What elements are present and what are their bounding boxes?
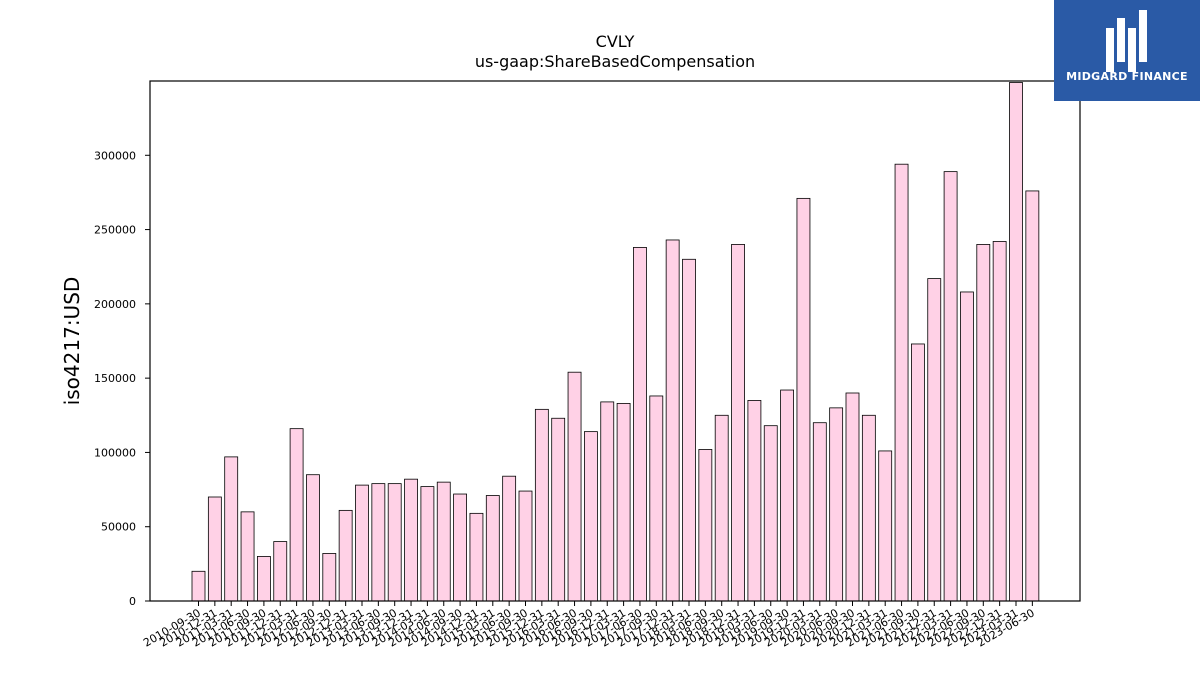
bar <box>796 197 811 602</box>
bar <box>485 495 500 602</box>
bar <box>861 414 876 602</box>
logo-mark-icon <box>1106 10 1147 72</box>
bar <box>453 493 468 602</box>
bar <box>1025 190 1040 602</box>
bar <box>322 553 337 602</box>
bar <box>420 486 435 602</box>
bar <box>960 291 974 602</box>
bar <box>731 244 745 602</box>
bar <box>273 541 288 602</box>
bar <box>387 483 402 602</box>
bar <box>584 431 598 602</box>
bar <box>976 244 991 602</box>
bar <box>567 371 582 602</box>
bar <box>240 511 255 602</box>
bar <box>502 475 517 602</box>
bar <box>224 456 239 602</box>
bar <box>992 241 1007 602</box>
brand-logo: MIDGARD FINANCE <box>1054 0 1200 101</box>
bar <box>1009 82 1023 602</box>
y-tick-label: 200000 <box>94 298 136 311</box>
bar <box>698 449 713 602</box>
bar <box>927 278 942 602</box>
y-tick-label: 0 <box>129 595 136 608</box>
y-tick-label: 150000 <box>94 372 136 385</box>
bar <box>812 422 827 602</box>
y-axis: 0 50000 100000 150000 200000 250000 300000 <box>94 149 150 608</box>
bar <box>682 258 696 602</box>
bar <box>829 407 844 602</box>
bar <box>469 512 484 602</box>
bar <box>256 556 271 602</box>
y-tick-label: 300000 <box>94 149 136 162</box>
y-tick-label: 250000 <box>94 224 136 237</box>
chart-subtitle: us-gaap:ShareBasedCompensation <box>474 52 756 71</box>
bar <box>665 239 680 602</box>
x-axis: 2010-09-302010-12-312011-03-312011-06-30… <box>141 601 1037 650</box>
bar <box>207 496 222 602</box>
bar <box>616 402 631 602</box>
y-tick-label: 50000 <box>101 521 136 534</box>
bar <box>436 481 451 602</box>
bar <box>191 570 206 602</box>
bars-group <box>191 82 1040 602</box>
bar <box>371 483 386 602</box>
bar <box>714 414 729 602</box>
bar <box>355 484 369 602</box>
bar <box>551 417 566 602</box>
y-axis-label: iso4217:USD <box>60 277 84 406</box>
bar <box>338 509 353 602</box>
bar <box>763 425 778 602</box>
bar <box>306 474 320 602</box>
plot-frame <box>149 80 1081 602</box>
y-tick-label: 100000 <box>94 446 136 459</box>
bar <box>747 400 762 602</box>
bar <box>600 401 615 602</box>
bar <box>289 428 304 602</box>
bar <box>633 246 647 602</box>
bar <box>911 343 925 602</box>
bar <box>649 395 664 602</box>
bar <box>894 163 909 602</box>
bar <box>845 392 860 602</box>
bar <box>943 171 958 602</box>
bar <box>878 450 893 602</box>
logo-text: MIDGARD FINANCE <box>1066 70 1188 83</box>
chart-title: CVLY <box>595 32 635 51</box>
bar <box>404 478 418 602</box>
bar <box>518 490 533 602</box>
bar <box>780 389 794 602</box>
bar <box>534 408 549 602</box>
